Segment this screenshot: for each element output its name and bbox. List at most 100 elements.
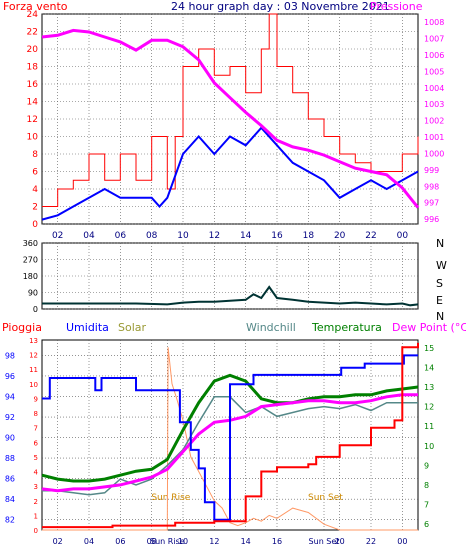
pressure-tick-label: 998 [424, 182, 439, 191]
wind-average-line [41, 126, 419, 221]
wind-tick-label: 0 [32, 220, 38, 230]
rain-tick-label: 3 [34, 483, 38, 491]
humidity-tick-label: 90 [5, 434, 15, 443]
wind-tick-label: 2 [32, 203, 38, 213]
x-tick-label: 04 [83, 231, 95, 241]
pressure-tick-label: 997 [424, 199, 439, 208]
x-tick-label: 20 [334, 231, 346, 241]
pressure-tick-label: 1002 [424, 117, 444, 126]
humidity-tick-label: 82 [5, 516, 15, 525]
wind-pressure-time-ticks: 02 04 06 08 10 12 14 16 18 20 22 00 [52, 231, 408, 241]
sun-annotation: Sun Rise [151, 493, 190, 503]
rain-tick-label: 2 [34, 498, 38, 506]
temperature-tick-label: 15 [424, 344, 434, 353]
temperature-tick-label: 10 [424, 442, 434, 451]
temperature-ticks: 6 7 8 9 10 11 12 13 14 15 [424, 344, 434, 529]
legend-entry: Solar [118, 321, 147, 334]
wind-tick-label: 16 [27, 80, 39, 90]
wind-tick-label: 24 [27, 10, 39, 20]
temperature-tick-label: 14 [424, 363, 434, 372]
wind-direction-line [42, 285, 419, 307]
wind-tick-label: 22 [27, 28, 38, 38]
x-tick-label: 04 [84, 537, 94, 546]
wind-tick-label: 14 [27, 98, 39, 108]
rain-tick-label: 9 [34, 395, 38, 403]
x-tick-label: 16 [272, 537, 282, 546]
humidity-ticks: 82 84 86 88 90 92 94 96 98 [5, 351, 15, 524]
x-tick-label: 08 [146, 231, 158, 241]
humidity-tick-label: 94 [5, 392, 15, 401]
wind-tick-label: 8 [32, 150, 38, 160]
temperature-line [41, 373, 419, 483]
humidity-tick-label: 92 [5, 413, 15, 422]
humidity-tick-label: 86 [5, 475, 15, 484]
temperature-tick-label: 9 [424, 461, 429, 470]
x-tick-label: 14 [240, 231, 252, 241]
rain-tick-label: 4 [34, 469, 39, 477]
rain-tick-label: 13 [29, 337, 38, 345]
legend-entry: Pioggia [2, 321, 42, 334]
pressure-tick-label: 1005 [424, 67, 444, 76]
x-tick-label: 20 [335, 537, 345, 546]
wind-direction-frame [41, 242, 419, 310]
x-tick-label: 18 [303, 231, 315, 241]
rain-tick-label: 5 [34, 454, 38, 462]
x-tick-label: 14 [241, 537, 251, 546]
x-tick-label: Sun Set [309, 537, 340, 546]
wind-pressure-panel: Forza vento 24 hour graph day : 03 Novem… [3, 0, 444, 241]
rain-tick-label: 11 [29, 366, 38, 374]
compass-label: W [436, 259, 447, 272]
wind-tick-label: 6 [32, 168, 38, 178]
legend-entry: Temperatura [311, 321, 382, 334]
temperature-tick-label: 12 [424, 403, 434, 412]
wind-direction-grid [42, 242, 418, 310]
pressure-tick-label: 1006 [424, 51, 444, 60]
humidity-tick-label: 96 [5, 372, 15, 381]
pressure-tick-label: 999 [424, 166, 439, 175]
temperature-tick-label: 7 [424, 501, 429, 510]
solar-line [42, 347, 418, 531]
x-tick-label: Sun Rise [150, 537, 185, 546]
legend-entry: Umidita [66, 321, 109, 334]
wind-tick-label: 10 [27, 133, 39, 143]
sun-annotation: Sun Set [308, 493, 343, 503]
humidity-tick-label: 98 [5, 351, 15, 360]
pressure-tick-label: 1008 [424, 18, 444, 27]
wind-tick-label: 12 [27, 115, 38, 125]
pressure-tick-label: 1001 [424, 133, 444, 142]
rain-tick-label: 1 [34, 512, 38, 520]
wind-axis-title: Forza vento [3, 0, 68, 13]
direction-tick-label: 90 [28, 289, 38, 298]
temperature-tick-label: 13 [424, 383, 434, 392]
legend-entry: Windchill [246, 321, 296, 334]
pressure-tick-label: 1003 [424, 100, 444, 109]
x-tick-label: 12 [209, 537, 219, 546]
compass-label: N [436, 310, 444, 323]
legend-entry: Dew Point (°C) [392, 321, 466, 334]
direction-tick-label: 0 [33, 305, 38, 314]
pressure-ticks: 996 997 998 999 1000 1001 1002 1003 1004 1005 1006… [424, 18, 444, 224]
rain-tick-label: 10 [29, 381, 38, 389]
direction-tick-label: 180 [23, 272, 38, 281]
x-tick-label: 16 [271, 231, 283, 241]
temperature-tick-label: 8 [424, 481, 429, 490]
temperature-tick-label: 11 [424, 422, 434, 431]
direction-tick-label: 270 [23, 256, 38, 265]
x-tick-label: 06 [115, 537, 125, 546]
x-tick-label: 10 [177, 231, 189, 241]
wind-tick-label: 4 [32, 185, 38, 195]
sun-annotations: Sun Rise Sun Set [151, 493, 343, 503]
x-tick-label: 00 [397, 537, 407, 546]
humidity-tick-label: 84 [5, 495, 15, 504]
compass-label: N [436, 237, 444, 250]
pressure-tick-label: 1007 [424, 35, 444, 44]
wind-gust-line [42, 13, 419, 207]
pressure-tick-label: 1000 [424, 149, 444, 158]
